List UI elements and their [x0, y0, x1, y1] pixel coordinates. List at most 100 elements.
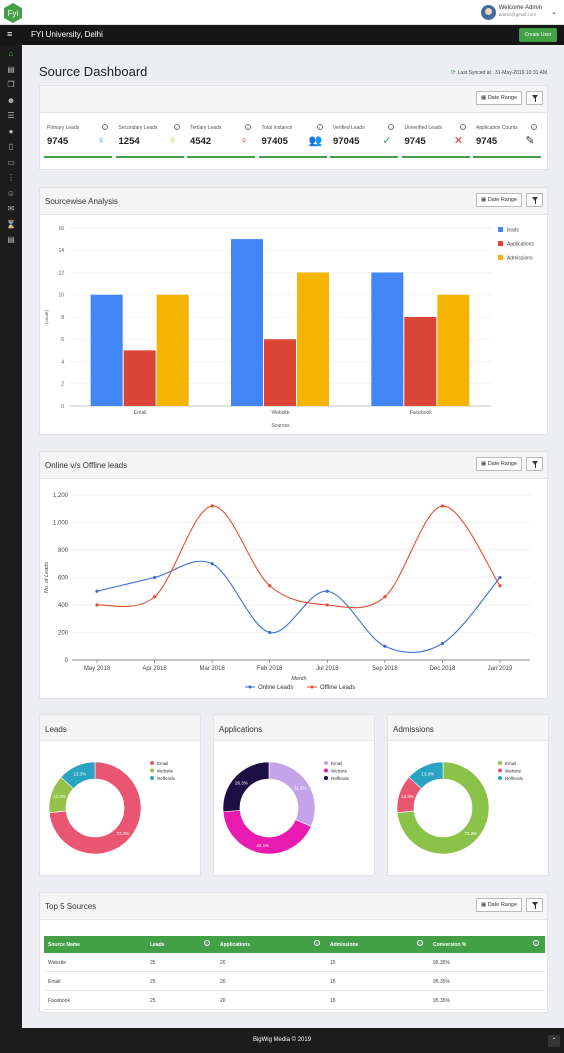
sourcewise-title: Sourcewise Analysis: [45, 197, 118, 206]
table-row[interactable]: Facebook 25 20 15 95.35%: [44, 991, 545, 1010]
legend-label: Email: [505, 761, 516, 766]
stat-tile[interactable]: Tertiary Leads i 4542 ♀: [187, 123, 255, 158]
info-icon[interactable]: i: [173, 124, 180, 130]
filter-button[interactable]: [526, 193, 543, 207]
x-tick-label: May 2018: [84, 666, 111, 672]
list-icon[interactable]: ☰: [7, 111, 15, 120]
stat-label: Verified Leads: [333, 125, 365, 131]
online-offline-card-header: Online v/s Offline leads ▦ Date Range: [40, 452, 547, 479]
column-header[interactable]: Applications: [220, 942, 251, 948]
info-icon[interactable]: i: [533, 940, 539, 946]
stats-card-header: ▦ Date Range: [40, 86, 547, 113]
info-icon[interactable]: i: [459, 124, 466, 130]
table-row[interactable]: Website 25 20 15 95.35%: [44, 953, 545, 972]
online-offline-card: Online v/s Offline leads ▦ Date Range 0 2…: [39, 451, 548, 699]
column-header[interactable]: Source Name: [48, 942, 80, 948]
fyi-logo[interactable]: Fyi: [2, 2, 24, 24]
stat-value: 9745: [47, 136, 69, 147]
file-icon[interactable]: ▯: [8, 142, 14, 151]
stat-tile[interactable]: Secondary Leads i 1254 ♀: [115, 123, 184, 158]
globe-icon[interactable]: ●: [8, 127, 14, 136]
legend-dot: [150, 776, 154, 780]
calendar-icon: ▦: [480, 197, 487, 203]
table-cell: 15: [330, 998, 336, 1004]
date-range-button[interactable]: ▦ Date Range: [476, 193, 522, 207]
document-icon[interactable]: ▤: [7, 235, 15, 244]
y-tick-label: 1,000: [53, 521, 69, 527]
info-icon[interactable]: i: [417, 940, 423, 946]
data-point: [498, 575, 502, 580]
info-icon[interactable]: i: [245, 124, 251, 130]
info-icon[interactable]: i: [531, 124, 537, 130]
mail-icon[interactable]: ✉: [7, 204, 15, 213]
column-header[interactable]: Leads: [150, 942, 165, 948]
menu-icon[interactable]: ≡: [7, 29, 13, 39]
info-icon[interactable]: i: [316, 124, 323, 130]
date-range-button[interactable]: ▦ Date Range: [476, 898, 522, 912]
column-header[interactable]: Admissions: [330, 942, 359, 948]
refresh-icon[interactable]: ⟳: [450, 70, 456, 76]
slice-refferals: [222, 761, 270, 813]
legend-dot: [324, 768, 328, 773]
y-tick-label: 8: [61, 315, 64, 321]
stat-tile[interactable]: Total Instance i 97405 👥: [258, 123, 327, 158]
x-axis-label: Month: [291, 676, 306, 682]
chevron-down-icon[interactable]: ⌄: [551, 9, 557, 16]
legend-dot: [498, 768, 502, 773]
create-user-button[interactable]: Create User: [519, 28, 557, 42]
date-range-button[interactable]: ▦ Date Range: [476, 91, 522, 105]
table-cell: Email: [48, 979, 61, 985]
book-icon[interactable]: ▭: [7, 158, 15, 167]
legend-dot: [150, 761, 154, 765]
info-icon[interactable]: i: [314, 940, 320, 946]
sourcewise-bar-chart: 0 2 4 6 8 10 12 14 16 Email Website Facebook Sources…: [44, 226, 534, 429]
info-icon[interactable]: i: [204, 940, 210, 946]
online-offline-line-chart: 0 200 400 600 800 1,000 1,200 May 2018 Apr 2018 M…: [44, 493, 530, 691]
info-icon[interactable]: i: [388, 124, 394, 130]
date-range-button[interactable]: ▦ Date Range: [476, 457, 522, 471]
table-cell: 20: [220, 960, 226, 966]
stat-tile[interactable]: Verified Leads i 97045 ✓: [330, 123, 398, 158]
legend-dot: [498, 761, 502, 765]
y-tick-label: 14: [58, 248, 64, 254]
welcome-text: Welcome Admin: [498, 5, 542, 11]
filter-button[interactable]: [526, 457, 543, 471]
filter-button[interactable]: [526, 898, 543, 912]
home-icon[interactable]: ⌂: [8, 49, 14, 58]
user-check-icon[interactable]: ☻: [6, 96, 16, 105]
table-row[interactable]: Email 25 20 15 95.35%: [44, 972, 545, 991]
users-icon[interactable]: ☺: [6, 189, 16, 198]
legend-dot: [498, 776, 502, 780]
stat-tile[interactable]: Primary Leads i 9745 ♀: [44, 123, 112, 158]
x-tick-label: Website: [272, 410, 290, 416]
y-tick-label: 0: [61, 404, 64, 410]
data-point: [152, 575, 157, 580]
slice-label: 13.3%: [421, 772, 434, 777]
avatar[interactable]: [481, 5, 496, 20]
data-point: [268, 584, 272, 588]
admissions-donut-title: Admissions: [393, 725, 434, 734]
slice-label: 13.3%: [53, 794, 66, 799]
layout-icon[interactable]: ▤: [7, 65, 15, 74]
column-header[interactable]: Conversion %: [433, 942, 467, 948]
copy-icon[interactable]: ❐: [7, 80, 15, 89]
user-info[interactable]: Welcome Admin admin@gmail.com: [499, 5, 542, 17]
slice-label: 42.1%: [256, 843, 269, 848]
legend-dot: [324, 776, 328, 780]
slice-email: [48, 761, 142, 855]
stat-tile[interactable]: Unverified Leads i 9745 ✕: [401, 123, 470, 158]
data-point: [498, 584, 502, 588]
logo-text: Fyi: [8, 9, 19, 18]
stat-tile[interactable]: Application Counts i 9745 ✎: [473, 123, 541, 158]
legend-label: Online Leads: [258, 685, 293, 691]
filter-button[interactable]: [526, 91, 543, 105]
applications-donut-header: Applications: [214, 715, 374, 741]
info-icon[interactable]: i: [102, 124, 108, 130]
chevron-up-icon[interactable]: ⌃: [548, 1035, 560, 1047]
hourglass-icon[interactable]: ⌛: [6, 220, 16, 229]
leads-donut-title: Leads: [45, 725, 67, 734]
bar-applications: [123, 350, 156, 406]
legend-label: Applications: [507, 242, 534, 248]
calendar-icon: ▦: [480, 902, 487, 908]
sliders-icon[interactable]: ⋮: [7, 173, 15, 182]
